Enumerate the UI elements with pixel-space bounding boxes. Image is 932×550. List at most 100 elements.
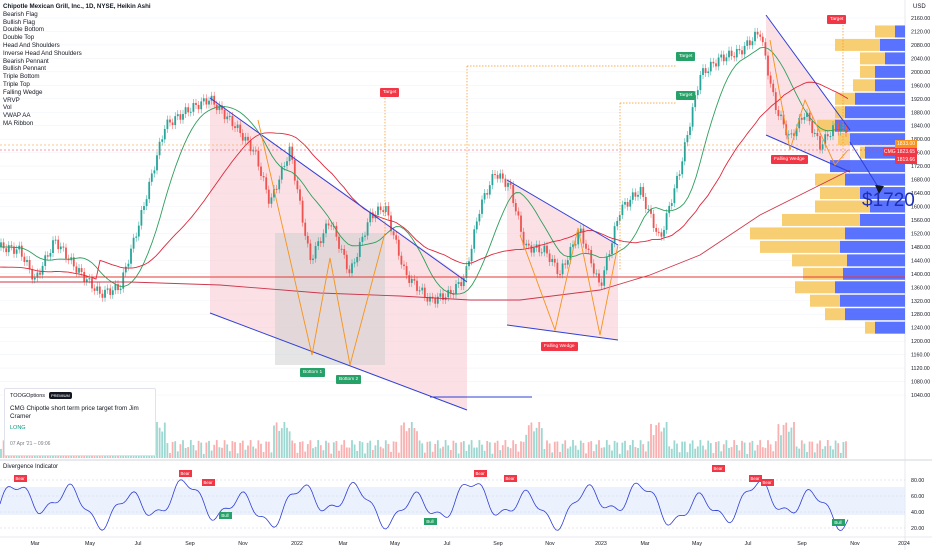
candle-body [738, 48, 741, 51]
candle-body [135, 236, 138, 238]
bull-label: Bull [834, 520, 841, 525]
candle-body [525, 243, 528, 246]
volume-bar [808, 441, 811, 458]
candle-body [192, 102, 195, 112]
volume-bar [611, 450, 613, 458]
volume-bar [507, 446, 509, 458]
legend-item[interactable]: Vol [3, 104, 12, 112]
bull-marker [219, 512, 232, 519]
legend-item[interactable]: Triple Top [3, 80, 30, 88]
volume-bar [709, 443, 712, 458]
indicator-legend: Chipotle Mexican Grill, Inc., 1D, NYSE, … [3, 3, 151, 128]
legend-item[interactable]: Triple Bottom [3, 73, 40, 81]
candle-body [416, 280, 418, 291]
candle-body [455, 283, 457, 295]
candle-body [366, 222, 369, 236]
candle-body [254, 150, 257, 152]
volume-profile-bar [815, 200, 870, 213]
oscillator-title[interactable]: Divergence Indicator [3, 464, 59, 470]
legend-item[interactable]: Double Bottom [3, 26, 44, 34]
legend-item[interactable]: Head And Shoulders [3, 41, 60, 49]
candle-body [239, 124, 242, 134]
bear-marker [749, 475, 762, 482]
volume-bar [195, 450, 197, 458]
volume-profile-bar [860, 146, 865, 159]
trend-line[interactable] [765, 134, 851, 173]
volume-bar [208, 440, 210, 458]
volume-bar [514, 444, 517, 458]
volume-bar [715, 442, 717, 458]
legend-item[interactable]: Double Top [3, 34, 35, 42]
trend-line[interactable] [209, 97, 468, 283]
volume-bar [468, 444, 470, 458]
candle-body [592, 263, 595, 274]
candle-body [327, 223, 330, 226]
idea-date: 07 Apr '21 – 09:06 [10, 441, 51, 447]
legend-item[interactable]: Bearish Flag [3, 10, 38, 18]
volume-bar [494, 442, 496, 458]
time-tick: Nov [545, 541, 555, 547]
candle-body [421, 287, 424, 291]
trend-line[interactable] [506, 179, 619, 246]
legend-item[interactable]: VWAP AA [3, 112, 31, 120]
candle-body [829, 136, 832, 138]
candle-body [322, 233, 325, 244]
double-bottom-pattern[interactable] [257, 119, 386, 366]
trend-line[interactable] [506, 324, 619, 341]
volume-bar [834, 440, 837, 458]
volume-profile-bar [860, 52, 885, 65]
candle-body [5, 248, 8, 253]
volume-bar [158, 427, 161, 458]
candle-body [306, 235, 309, 244]
volume-profile-bar [875, 321, 905, 334]
wedge-zigzag[interactable] [769, 39, 849, 166]
volume-bar [579, 440, 582, 458]
candle-body [7, 245, 10, 253]
volume-bar [535, 427, 538, 458]
wedge-zigzag[interactable] [519, 227, 619, 336]
candle-body [574, 244, 577, 246]
volume-bar [156, 422, 158, 458]
pattern-label: Falling Wedge [771, 155, 808, 164]
candle-body [608, 254, 611, 257]
price-tick: 1920.00 [911, 97, 930, 103]
price-label-current: 1823.65 [895, 148, 918, 156]
volume-bar [416, 431, 418, 458]
legend-item[interactable]: Falling Wedge [3, 88, 43, 96]
volume-bar [312, 448, 314, 458]
legend-item[interactable]: Bearish Pennant [3, 57, 49, 65]
candle-body [722, 54, 725, 62]
idea-headline[interactable]: CMG Chipotle short term price target fro… [10, 405, 139, 420]
volume-bar [254, 448, 257, 458]
candle-body [527, 243, 530, 246]
volume-bar [764, 447, 767, 458]
volume-profile-bar [895, 25, 905, 38]
volume-bar [395, 441, 398, 458]
price-tick: 1400.00 [911, 272, 930, 278]
legend-item[interactable]: Bullish Pennant [3, 65, 46, 73]
legend-item[interactable]: Bullish Flag [3, 18, 35, 26]
volume-bar [559, 451, 561, 458]
news-card[interactable]: TOOGOptions PREMIUM CMG Chipotle short t… [4, 388, 156, 456]
target-tag: Target [676, 91, 696, 100]
symbol-title[interactable]: Chipotle Mexican Grill, Inc., 1D, NYSE, … [3, 3, 151, 10]
candle-body [296, 180, 299, 190]
volume-bar [761, 447, 764, 458]
candle-body [481, 199, 483, 214]
legend-item[interactable]: Inverse Head And Shoulders [3, 49, 82, 57]
candle-body [764, 42, 767, 56]
trend-line[interactable] [765, 14, 851, 131]
candle-body [93, 288, 96, 291]
trend-line[interactable] [849, 141, 881, 191]
currency-label[interactable]: USD [913, 4, 926, 10]
candle-body [473, 229, 476, 249]
trend-line[interactable] [209, 312, 468, 411]
volume-bar [2, 440, 5, 458]
volume-bar [652, 435, 655, 458]
legend-item[interactable]: VRVP [3, 96, 20, 104]
volume-bar [397, 452, 400, 458]
candle-body [351, 263, 353, 274]
legend-item[interactable]: MA Ribbon [3, 119, 34, 127]
